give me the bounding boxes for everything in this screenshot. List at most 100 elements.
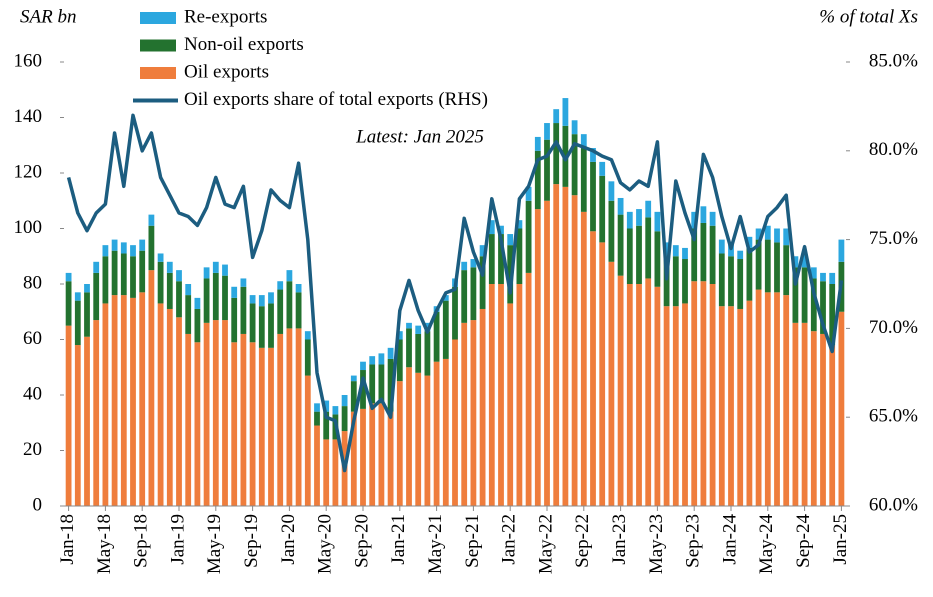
bar-segment xyxy=(249,303,256,343)
bar-segment xyxy=(194,308,201,343)
bar-segment xyxy=(120,253,127,296)
bar-segment xyxy=(709,284,716,506)
bar-segment xyxy=(470,320,477,506)
y2-tick-label: 75.0% xyxy=(869,228,918,249)
bar-segment xyxy=(829,272,836,284)
legend-label: Re-exports xyxy=(184,6,267,27)
bar-segment xyxy=(74,292,81,301)
bar-segment xyxy=(304,339,311,376)
bar-segment xyxy=(764,292,771,506)
bar-segment xyxy=(829,345,836,506)
bar-segment xyxy=(479,256,486,309)
legend-swatch xyxy=(140,12,176,24)
bar-segment xyxy=(157,303,164,506)
legend-label: Non-oil exports xyxy=(184,34,304,55)
bar-segment xyxy=(801,253,808,268)
bar-segment xyxy=(746,300,753,506)
bar-segment xyxy=(350,375,357,382)
bar-segment xyxy=(203,322,210,506)
bar-segment xyxy=(240,278,247,287)
bar-segment xyxy=(369,403,376,506)
bar-segment xyxy=(672,306,679,506)
y2-tick-label: 70.0% xyxy=(869,317,918,338)
y-tick-label: 40 xyxy=(23,383,42,404)
bar-segment xyxy=(268,303,274,348)
bar-segment xyxy=(654,231,661,287)
annotation: Latest: Jan 2025 xyxy=(355,126,484,147)
bar-segment xyxy=(84,336,90,506)
bar-segment xyxy=(663,306,670,506)
bar-segment xyxy=(295,292,302,329)
bar-segment xyxy=(166,272,173,309)
bar-segment xyxy=(452,286,458,340)
bar-segment xyxy=(470,259,477,268)
bar-segment xyxy=(424,375,431,506)
bar-segment xyxy=(682,247,688,260)
bar-segment xyxy=(157,253,164,262)
bar-segment xyxy=(314,403,320,412)
bar-segment xyxy=(599,175,606,243)
bar-segment xyxy=(737,308,744,506)
bar-segment xyxy=(378,364,385,404)
bar-segment xyxy=(212,320,219,506)
bar-segment xyxy=(645,278,652,506)
x-tick-label: Sep-21 xyxy=(462,514,483,568)
bar-segment xyxy=(442,300,449,359)
bar-segment xyxy=(792,256,799,268)
bar-segment xyxy=(534,136,541,151)
y2-tick-label: 85.0% xyxy=(869,50,918,71)
x-tick-label: May-20 xyxy=(315,514,336,574)
bar-segment xyxy=(268,292,274,304)
y-tick-label: 60 xyxy=(23,328,42,349)
x-tick-label: May-18 xyxy=(94,514,115,574)
bar-segment xyxy=(295,284,302,293)
x-tick-label: Sep-20 xyxy=(351,514,372,568)
bar-segment xyxy=(691,228,698,282)
bar-segment xyxy=(249,295,256,304)
bar-segment xyxy=(571,120,578,135)
bar-segment xyxy=(498,284,504,506)
bar-segment xyxy=(553,123,560,185)
bar-segment xyxy=(682,259,688,304)
bar-segment xyxy=(498,225,504,235)
bar-segment xyxy=(608,261,615,506)
bar-segment xyxy=(544,123,550,140)
bar-segment xyxy=(222,275,228,321)
x-tick-label: Jan-22 xyxy=(499,514,520,565)
bar-segment xyxy=(626,228,633,284)
bar-segment xyxy=(415,325,422,334)
bar-segment xyxy=(774,228,780,243)
line-series xyxy=(66,113,844,473)
x-tick-label: Sep-19 xyxy=(241,514,262,568)
bar-segment xyxy=(341,406,348,432)
bar-segment xyxy=(580,148,587,212)
bar-segment xyxy=(571,134,578,196)
bar-segment xyxy=(820,272,826,282)
bar-segment xyxy=(755,228,762,240)
bar-segment xyxy=(479,308,486,506)
bar-segment xyxy=(709,211,716,226)
bar-segment xyxy=(801,267,808,323)
bar-segment xyxy=(396,381,403,506)
x-tick-label: Sep-22 xyxy=(572,514,593,568)
bar-segment xyxy=(185,295,192,334)
bar-segment xyxy=(304,375,311,506)
x-tick-label: Jan-20 xyxy=(278,514,299,565)
bar-segment xyxy=(258,347,265,506)
bar-segment xyxy=(387,411,394,506)
y-tick-label: 80 xyxy=(23,272,42,293)
bar-segment xyxy=(672,245,679,257)
bar-segment xyxy=(406,328,412,368)
bar-segment xyxy=(249,342,256,506)
bar-segment xyxy=(461,270,468,323)
bar-segment xyxy=(792,322,799,506)
bar-segment xyxy=(461,322,468,506)
bar-segment xyxy=(139,239,146,251)
bar-segment xyxy=(323,400,330,412)
x-tick-label: May-19 xyxy=(204,514,225,574)
bar-segment xyxy=(194,342,201,506)
y-tick-label: 160 xyxy=(14,50,43,71)
x-tick-label: May-23 xyxy=(646,514,667,574)
bar-segment xyxy=(231,342,238,506)
bar-segment xyxy=(516,220,523,229)
